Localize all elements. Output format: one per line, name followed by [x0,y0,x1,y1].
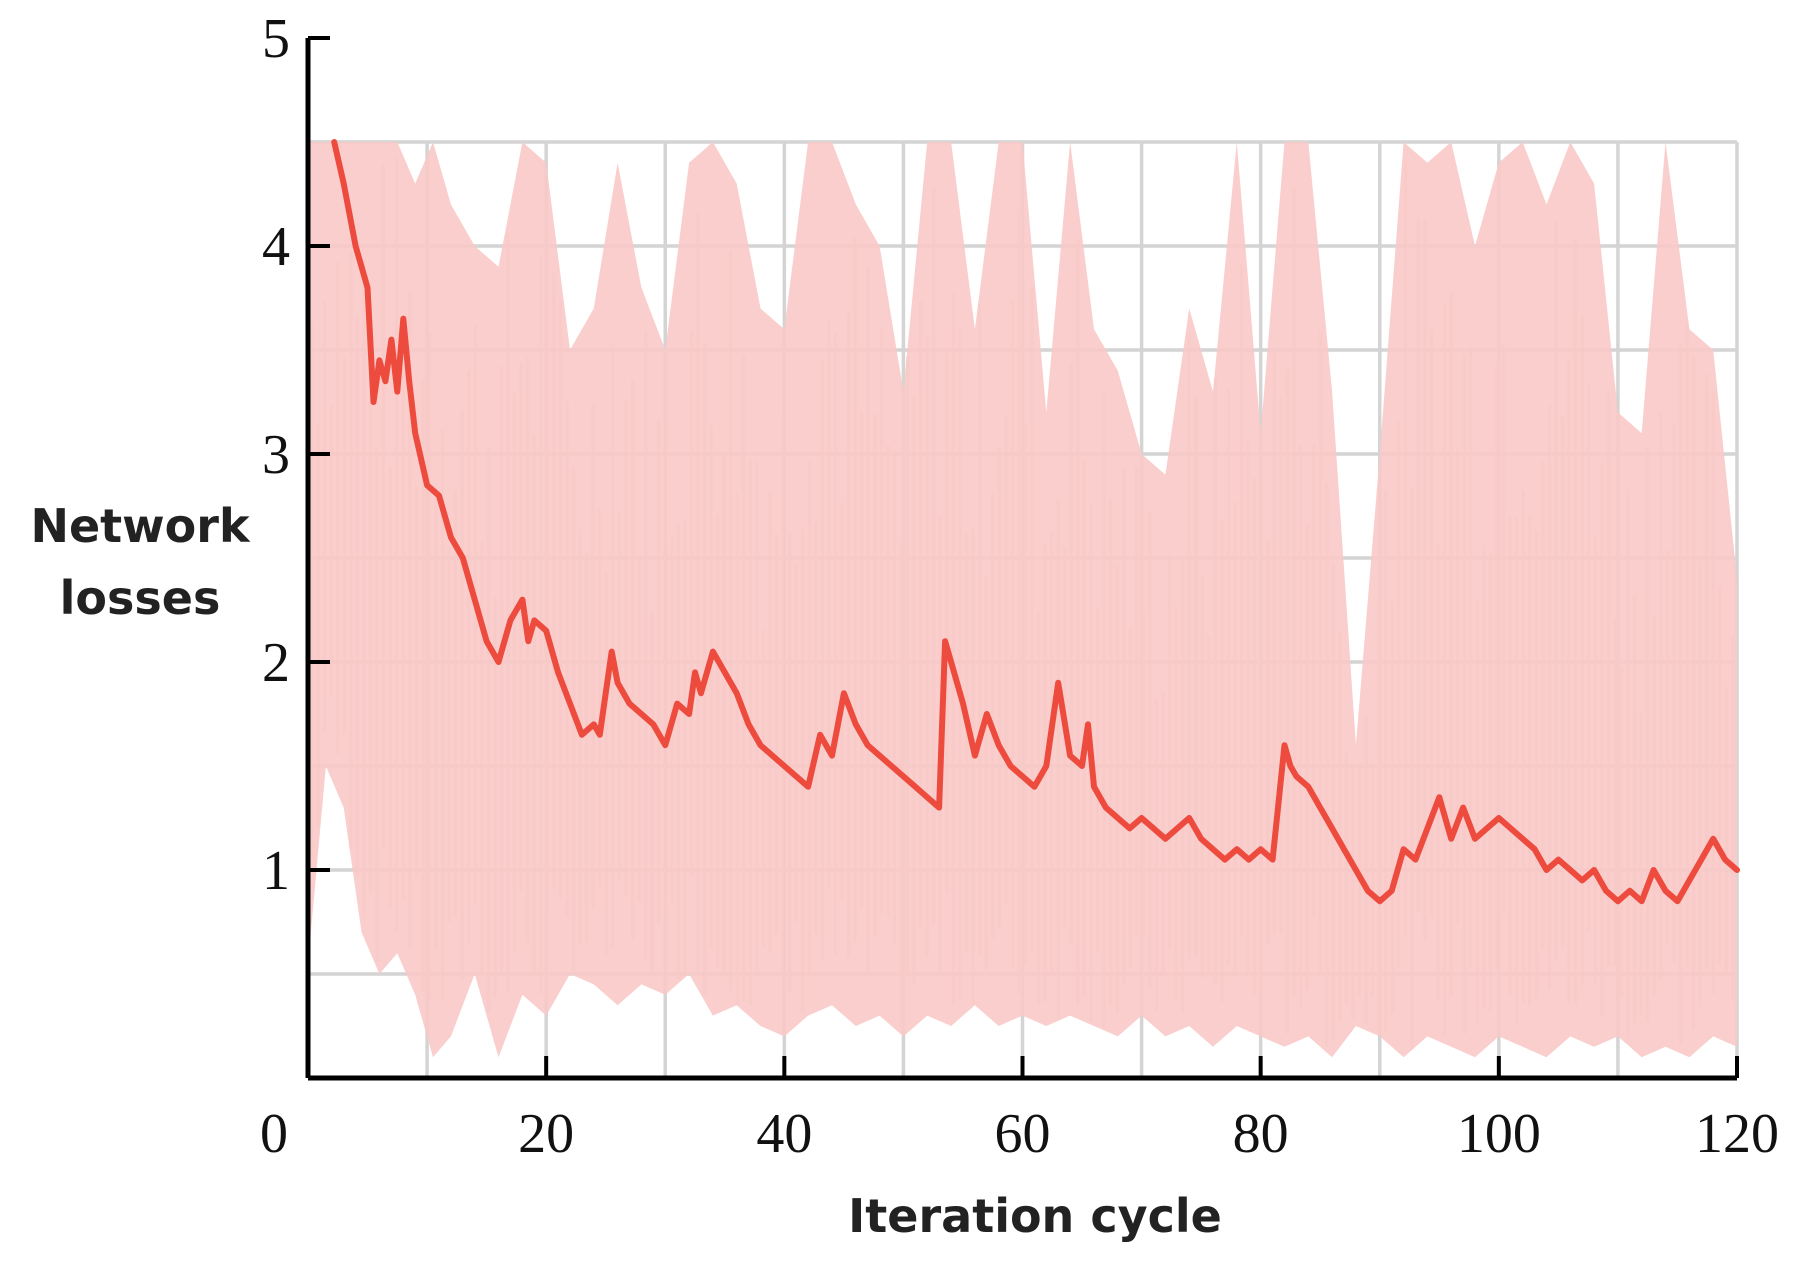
y-axis-title-line-2: losses [60,571,221,625]
x-axis-title: Iteration cycle [848,1189,1222,1243]
tick-labels: 1 2 3 4 5 0 20 40 60 80 100 120 [260,8,1779,1165]
x-tick-label: 100 [1457,1103,1541,1165]
y-tick-label: 2 [262,632,290,694]
y-axis-title-line-1: Network [30,499,250,553]
x-tick-label: 60 [995,1103,1051,1165]
smoothed-loss-layer [331,139,1740,905]
y-tick-label: 1 [262,840,290,902]
y-tick-label: 3 [262,424,290,486]
x-tick-label: 20 [518,1103,574,1165]
x-tick-label: 80 [1233,1103,1289,1165]
x-tick-label: 40 [756,1103,812,1165]
y-tick-label: 5 [262,8,290,70]
y-tick-label: 4 [262,216,290,278]
axes [305,36,1739,1081]
x-tick-label: 120 [1695,1103,1779,1165]
x-tick-label: 0 [260,1103,288,1165]
smoothed-loss-line [331,139,1740,905]
